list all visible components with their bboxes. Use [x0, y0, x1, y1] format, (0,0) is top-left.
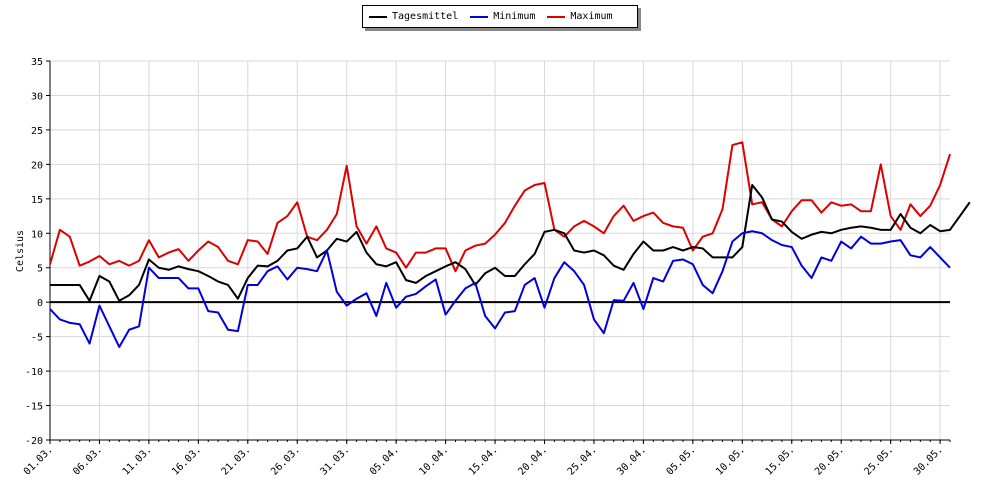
y-tick-label: 30	[31, 91, 43, 102]
y-tick-label: -15	[25, 402, 43, 413]
series-line-tagesmittel	[50, 184, 971, 302]
y-tick-label: -10	[25, 367, 43, 378]
legend-item-tagesmittel: Tagesmittel	[369, 11, 458, 22]
legend-label-minimum: Minimum	[493, 11, 536, 22]
x-tick-label: 21.03.	[220, 444, 253, 477]
legend-item-minimum: Minimum	[470, 11, 535, 22]
x-tick-label: 05.05.	[665, 444, 698, 477]
grid-layer	[49, 60, 950, 441]
x-tick-label: 10.05.	[714, 444, 747, 477]
series-layer	[49, 141, 971, 348]
series-line-maximum	[49, 141, 951, 273]
y-tick-label: -20	[25, 436, 43, 447]
legend-label-tagesmittel: Tagesmittel	[392, 11, 459, 22]
x-tick-label: 30.05.	[912, 444, 945, 477]
legend-swatch-tagesmittel	[369, 15, 387, 18]
legend-swatch-maximum	[547, 15, 566, 18]
x-tick-label: 01.03.	[22, 444, 55, 477]
x-tick-label: 16.03.	[170, 444, 203, 477]
y-tick-label: 25	[31, 126, 43, 137]
x-tick-label: 25.05.	[862, 444, 895, 477]
legend-swatch-minimum	[470, 15, 489, 18]
y-axis-title: Celsius	[15, 230, 26, 272]
legend: Tagesmittel Minimum Maximum	[362, 5, 638, 28]
legend-label-maximum: Maximum	[570, 11, 613, 22]
x-tick-label: 05.04.	[368, 444, 401, 477]
x-tick-label: 10.04.	[417, 444, 450, 477]
x-tick-label: 15.04.	[467, 444, 500, 477]
y-tick-label: 10	[31, 229, 43, 240]
x-tick-label: 15.05.	[764, 444, 797, 477]
y-tick-label: 5	[37, 264, 43, 275]
y-tick-label: 35	[31, 57, 43, 68]
x-tick-label: 31.03.	[319, 444, 352, 477]
x-tick-label: 30.04.	[615, 444, 648, 477]
legend-item-maximum: Maximum	[547, 11, 613, 22]
y-tick-label: 0	[37, 298, 43, 309]
x-tick-label: 25.04.	[566, 444, 599, 477]
x-tick-label: 20.05.	[813, 444, 846, 477]
y-tick-label: 15	[31, 195, 43, 206]
x-tick-label: 20.04.	[516, 444, 549, 477]
x-tick-label: 06.03.	[71, 444, 104, 477]
x-tick-label: 26.03.	[269, 444, 302, 477]
series-line-minimum	[49, 230, 951, 348]
y-tick-label: -5	[31, 333, 43, 344]
x-tick-label: 11.03.	[121, 444, 154, 477]
y-tick-label: 20	[31, 160, 43, 171]
